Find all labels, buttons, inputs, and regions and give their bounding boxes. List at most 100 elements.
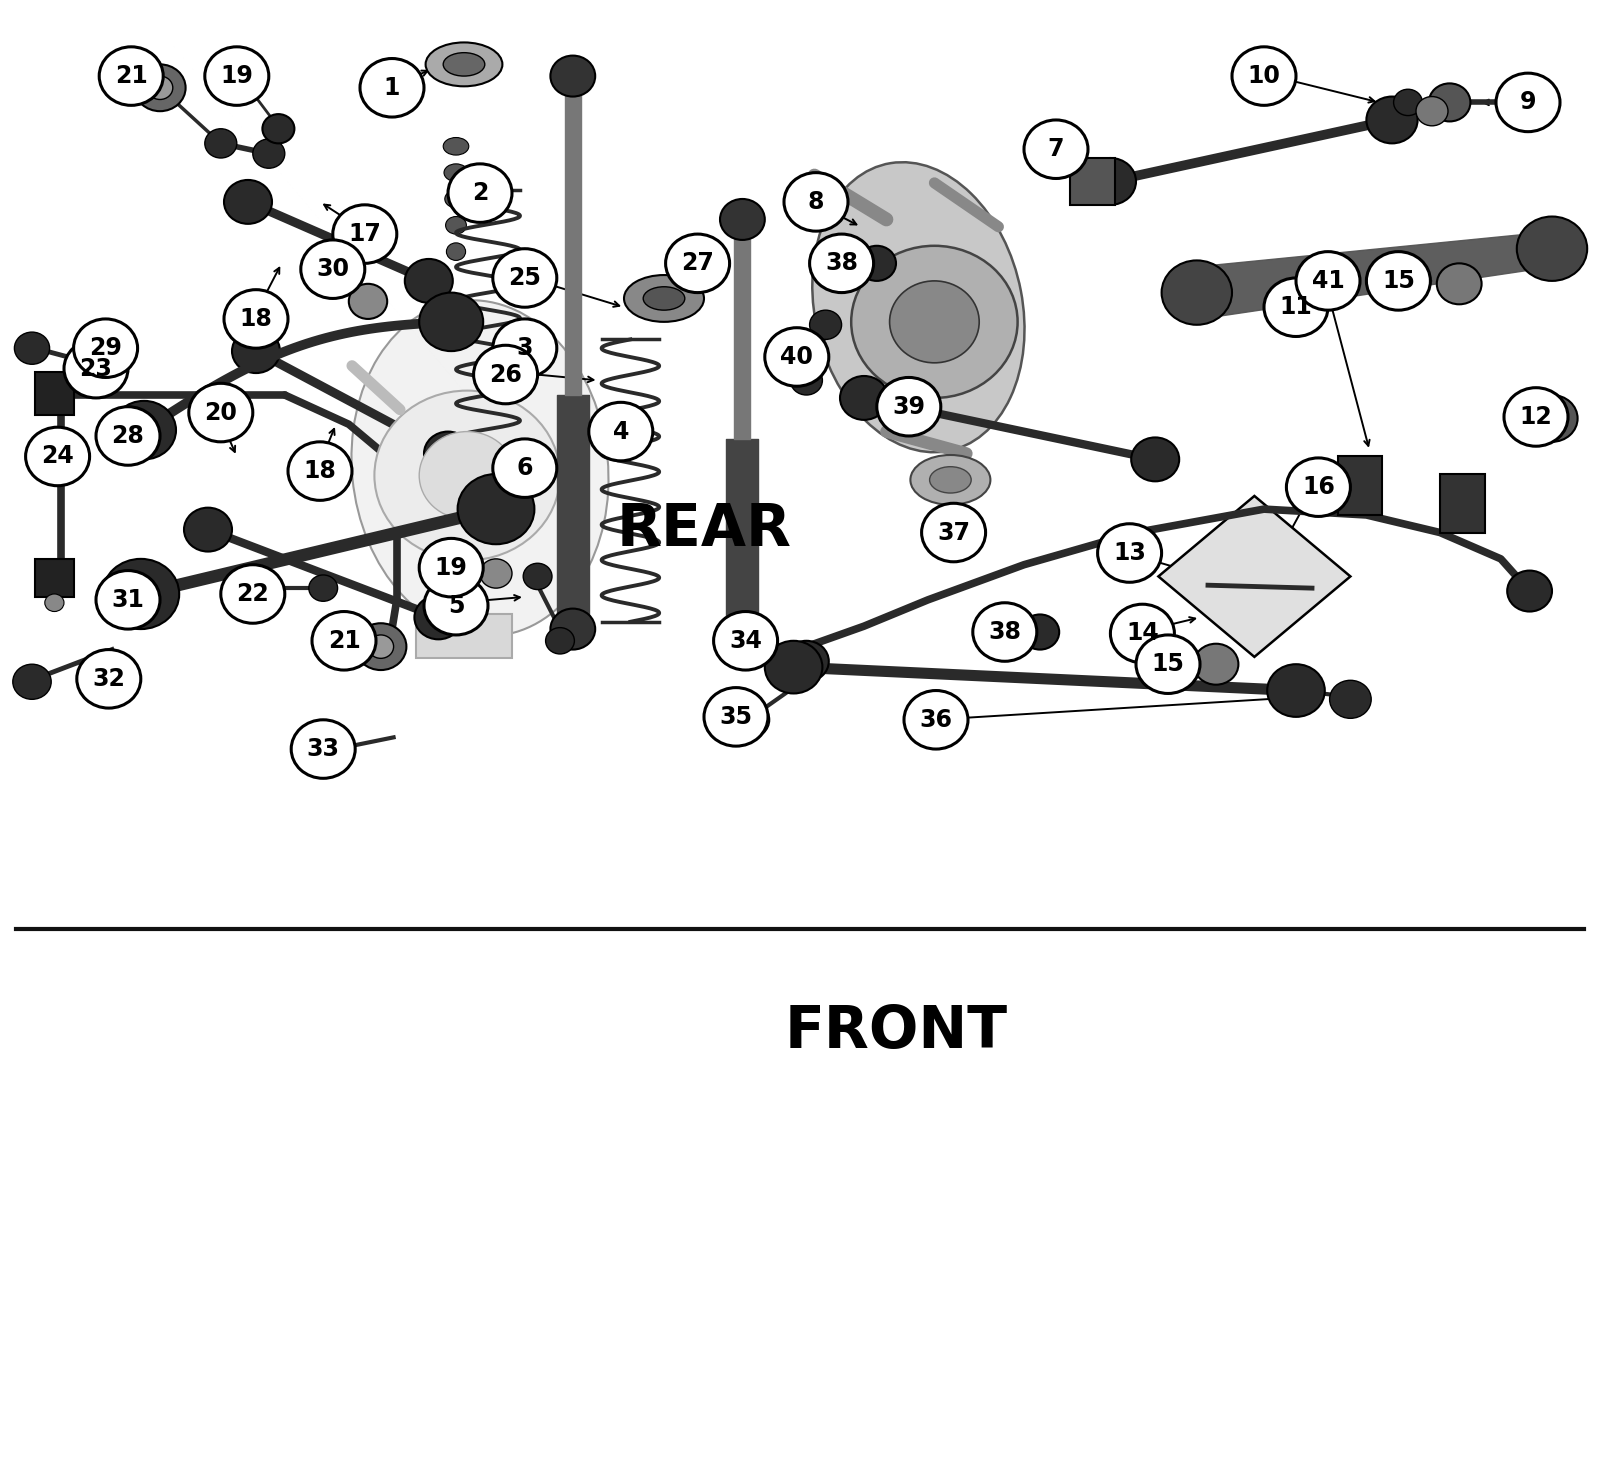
Circle shape xyxy=(232,329,280,373)
Text: 11: 11 xyxy=(1280,296,1312,319)
Circle shape xyxy=(262,114,294,143)
Text: 15: 15 xyxy=(1152,652,1184,676)
Circle shape xyxy=(904,691,968,749)
Ellipse shape xyxy=(930,467,971,493)
Text: 4: 4 xyxy=(613,420,629,443)
Circle shape xyxy=(1394,89,1422,116)
Text: 41: 41 xyxy=(1312,269,1344,293)
Circle shape xyxy=(205,129,237,158)
Circle shape xyxy=(205,47,269,105)
Circle shape xyxy=(890,281,979,363)
Ellipse shape xyxy=(426,42,502,86)
Circle shape xyxy=(301,240,365,298)
Text: 10: 10 xyxy=(1248,64,1280,88)
Circle shape xyxy=(374,391,560,560)
Circle shape xyxy=(184,508,232,552)
Circle shape xyxy=(1429,83,1470,121)
Circle shape xyxy=(355,623,406,670)
Ellipse shape xyxy=(445,190,467,208)
Text: 16: 16 xyxy=(1302,475,1334,499)
Text: 12: 12 xyxy=(1520,405,1552,429)
Text: 15: 15 xyxy=(1382,269,1414,293)
Circle shape xyxy=(291,720,355,778)
Circle shape xyxy=(189,383,253,442)
Circle shape xyxy=(1296,252,1360,310)
Circle shape xyxy=(493,249,557,307)
Circle shape xyxy=(922,503,986,562)
Circle shape xyxy=(1264,278,1328,336)
Circle shape xyxy=(704,688,768,746)
Circle shape xyxy=(790,366,822,395)
Circle shape xyxy=(784,641,829,682)
Circle shape xyxy=(309,575,338,601)
Circle shape xyxy=(419,293,483,351)
Circle shape xyxy=(1507,571,1552,612)
Circle shape xyxy=(1098,524,1162,582)
Circle shape xyxy=(419,538,483,597)
Circle shape xyxy=(714,612,778,670)
Text: 18: 18 xyxy=(240,307,272,331)
Text: 25: 25 xyxy=(509,266,541,290)
FancyBboxPatch shape xyxy=(35,559,74,597)
Circle shape xyxy=(414,595,462,639)
Text: 20: 20 xyxy=(205,401,237,424)
Circle shape xyxy=(765,328,829,386)
Circle shape xyxy=(419,432,515,519)
Text: 33: 33 xyxy=(307,737,339,761)
Text: 21: 21 xyxy=(115,64,147,88)
Circle shape xyxy=(1366,97,1418,143)
Circle shape xyxy=(102,559,179,629)
Circle shape xyxy=(550,56,595,97)
Text: 26: 26 xyxy=(490,363,522,386)
Circle shape xyxy=(546,628,574,654)
Circle shape xyxy=(877,377,941,436)
Text: 35: 35 xyxy=(720,705,752,729)
Circle shape xyxy=(96,571,160,629)
Circle shape xyxy=(96,407,160,465)
Circle shape xyxy=(458,474,534,544)
FancyBboxPatch shape xyxy=(1338,456,1382,515)
Circle shape xyxy=(1504,388,1568,446)
Circle shape xyxy=(312,734,350,770)
Circle shape xyxy=(1526,395,1578,442)
Circle shape xyxy=(74,319,138,377)
Circle shape xyxy=(493,439,557,497)
Text: 22: 22 xyxy=(237,582,269,606)
Text: 13: 13 xyxy=(1114,541,1146,565)
Text: 23: 23 xyxy=(80,357,112,380)
Circle shape xyxy=(224,290,288,348)
Text: 2: 2 xyxy=(472,181,488,205)
Text: 38: 38 xyxy=(826,252,858,275)
Ellipse shape xyxy=(443,53,485,76)
Circle shape xyxy=(1085,158,1136,205)
Text: 37: 37 xyxy=(938,521,970,544)
Circle shape xyxy=(720,623,765,664)
Text: 27: 27 xyxy=(682,252,714,275)
Circle shape xyxy=(666,234,730,293)
Circle shape xyxy=(973,603,1037,661)
Circle shape xyxy=(253,139,285,168)
Text: 38: 38 xyxy=(989,620,1021,644)
Ellipse shape xyxy=(443,138,469,155)
Circle shape xyxy=(784,173,848,231)
Circle shape xyxy=(1496,73,1560,132)
Circle shape xyxy=(1517,217,1587,281)
Circle shape xyxy=(1162,260,1232,325)
Circle shape xyxy=(77,650,141,708)
Circle shape xyxy=(1110,604,1174,663)
Circle shape xyxy=(448,164,512,222)
Text: 24: 24 xyxy=(42,445,74,468)
Text: 21: 21 xyxy=(328,629,360,652)
Text: 7: 7 xyxy=(1048,138,1064,161)
Circle shape xyxy=(64,339,128,398)
Ellipse shape xyxy=(443,164,467,181)
Text: 3: 3 xyxy=(517,336,533,360)
Circle shape xyxy=(810,234,874,293)
Ellipse shape xyxy=(624,275,704,322)
Text: 32: 32 xyxy=(93,667,125,691)
Circle shape xyxy=(1416,97,1448,126)
Circle shape xyxy=(349,284,387,319)
Circle shape xyxy=(26,427,90,486)
Circle shape xyxy=(1437,263,1482,304)
Circle shape xyxy=(14,332,50,364)
